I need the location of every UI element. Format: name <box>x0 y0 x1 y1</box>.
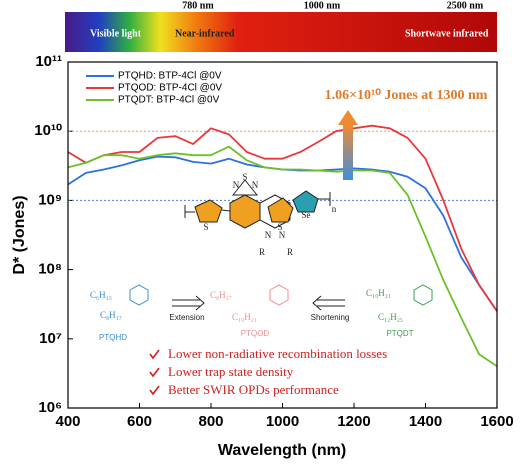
spectrum-mark: 2500 nm <box>447 0 484 11</box>
molecule <box>184 179 331 229</box>
atom-label: n <box>332 204 337 214</box>
x-tick-label: 1000 <box>266 413 299 430</box>
side-chain: C₁₂H₂₅ <box>378 312 403 322</box>
side-chain: C₈H₁₇ <box>100 310 122 320</box>
y-tick-label: 10⁸ <box>38 261 62 278</box>
y-tick-label: 10⁷ <box>39 330 62 347</box>
atom-label: S <box>242 172 247 182</box>
x-tick-label: 1400 <box>409 413 442 430</box>
atom-label: Se <box>302 210 311 220</box>
side-chain: C₆H₁₃ <box>90 290 112 300</box>
y-axis-title: D* (Jones) <box>11 195 28 274</box>
side-chain: C₈H₁₇ <box>210 290 232 300</box>
y-tick-label: 10¹¹ <box>35 53 62 70</box>
arrow-label: Shortening <box>311 313 350 322</box>
y-tick-label: 10⁶ <box>38 399 62 416</box>
plot: 10⁶ 10⁷ 10⁸ 10⁹ 10¹⁰ 10¹¹ 400 600 800 1000 1200 140… <box>34 53 513 430</box>
bullet: Lower trap state density <box>168 364 294 379</box>
spectrum-region: Visible light <box>90 28 142 39</box>
polymer-name: PTQDT <box>386 329 413 338</box>
x-tick-label: 800 <box>198 413 223 430</box>
bullet: Better SWIR OPDs performance <box>168 382 339 397</box>
spectrum-region: Shortwave infrared <box>405 28 489 39</box>
atom-label: N <box>279 230 286 240</box>
side-chain: C₁₀H₂₁ <box>232 312 257 322</box>
arrow-head <box>338 110 358 125</box>
atom-label: R <box>259 247 265 257</box>
polymer-name: PTQHD <box>99 333 127 342</box>
series-line <box>67 145 498 368</box>
bullet: Lower non-radiative recombination losses <box>168 346 387 361</box>
side-chain: C₁₀H₂₁ <box>366 288 391 298</box>
atom-label: S <box>203 222 208 232</box>
spectrum-mark: 780 nm <box>182 0 214 11</box>
atom-label: N <box>233 180 240 190</box>
x-tick-label: 400 <box>55 413 80 430</box>
x-tick-label: 600 <box>127 413 152 430</box>
arrow-label: Extension <box>169 313 204 322</box>
atom-label: S <box>277 222 282 232</box>
legend-label: PTQOD: BTP-4Cl @0V <box>118 83 222 94</box>
atom-label: N <box>252 180 259 190</box>
annotation: 1.06×10¹⁰ Jones at 1300 nm <box>325 88 488 103</box>
check-icons <box>149 349 160 396</box>
atom-label: N <box>265 230 272 240</box>
legend-label: PTQDT: BTP-4Cl @0V <box>118 95 220 106</box>
legend-label: PTQHD: BTP-4Cl @0V <box>118 71 222 82</box>
y-tick-label: 10¹⁰ <box>34 122 62 139</box>
x-axis-title: Wavelength (nm) <box>218 442 346 459</box>
x-tick-label: 1600 <box>480 413 513 430</box>
atom-label: R <box>287 247 293 257</box>
y-tick-label: 10⁹ <box>38 191 62 208</box>
side-chain-icons <box>129 284 433 311</box>
spectrum-mark: 1000 nm <box>304 0 341 11</box>
spectrum-bar <box>65 12 497 52</box>
spectrum-region: Near-infrared <box>175 28 235 39</box>
arrow-shaft <box>343 125 353 180</box>
plot-frame <box>67 61 498 409</box>
x-tick-label: 1200 <box>337 413 370 430</box>
polymer-name: PTQOD <box>241 329 270 338</box>
series-line <box>67 124 498 312</box>
